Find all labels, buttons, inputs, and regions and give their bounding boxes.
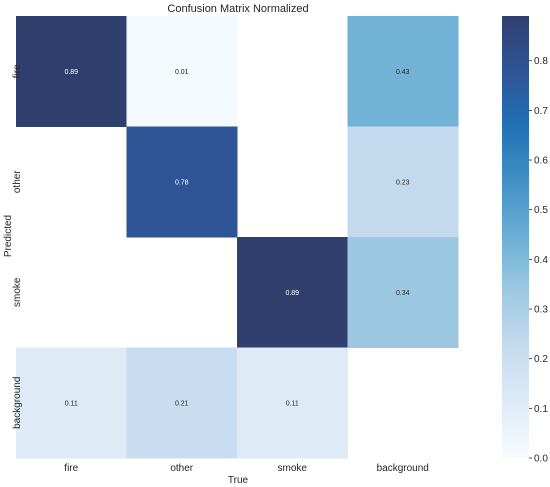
heatmap-cell	[126, 347, 238, 459]
colorbar-tick-label: 0.6	[534, 156, 548, 167]
colorbar	[502, 16, 529, 458]
colorbar-tick-label: 0.7	[534, 106, 548, 117]
heatmap-cells: 0.89 0.01 0.43 0.78 0.23 0.89 0.34 0.11 0.21 0.11	[16, 16, 459, 459]
heatmap-cell	[126, 16, 238, 127]
cell-value-label: 0.21	[175, 400, 189, 407]
colorbar-tick-label: 0.0	[534, 454, 548, 465]
colorbar-ticks: 0.0 0.1 0.2 0.3 0.4 0.5 0.6 0.7 0.8	[529, 56, 548, 465]
cell-value-label: 0.78	[175, 179, 189, 186]
y-tick-label: smoke	[12, 277, 23, 307]
heatmap-cell	[347, 16, 459, 127]
cell-value-label: 0.89	[64, 69, 78, 76]
cell-value-label: 0.11	[286, 400, 299, 407]
x-tick-label: smoke	[278, 463, 308, 474]
colorbar-tick-label: 0.5	[534, 205, 548, 216]
heatmap-cell	[237, 237, 348, 348]
chart-title: Confusion Matrix Normalized	[167, 3, 308, 15]
cell-value-label: 0.34	[396, 290, 410, 297]
cell-value-label: 0.11	[65, 400, 78, 407]
x-tick-labels: fire other smoke background	[64, 463, 429, 474]
heatmap-cell	[16, 347, 127, 459]
cell-value-label: 0.23	[396, 179, 410, 186]
heatmap-cell	[347, 126, 459, 238]
x-tick-label: background	[377, 463, 429, 474]
y-axis-label: Predicted	[3, 215, 14, 257]
cell-value-label: 0.01	[175, 69, 189, 76]
cell-value-label: 0.43	[396, 69, 410, 76]
y-tick-labels: fire other smoke background	[12, 64, 23, 429]
colorbar-tick-label: 0.2	[534, 354, 548, 365]
x-tick-label: other	[170, 463, 193, 474]
colorbar-tick-label: 0.4	[534, 255, 548, 266]
y-tick-label: background	[12, 377, 23, 429]
heatmap-cell	[237, 347, 348, 459]
heatmap-cell	[16, 16, 127, 127]
cell-value-label: 0.89	[285, 290, 299, 297]
heatmap-cell	[126, 126, 238, 238]
heatmap-cell	[347, 237, 459, 348]
x-axis-label: True	[228, 475, 249, 486]
colorbar-tick-label: 0.3	[534, 305, 548, 316]
colorbar-tick-label: 0.1	[534, 404, 548, 415]
x-tick-label: fire	[64, 463, 78, 474]
y-tick-label: fire	[12, 64, 23, 78]
colorbar-tick-label: 0.8	[534, 56, 548, 67]
y-tick-label: other	[12, 170, 23, 193]
